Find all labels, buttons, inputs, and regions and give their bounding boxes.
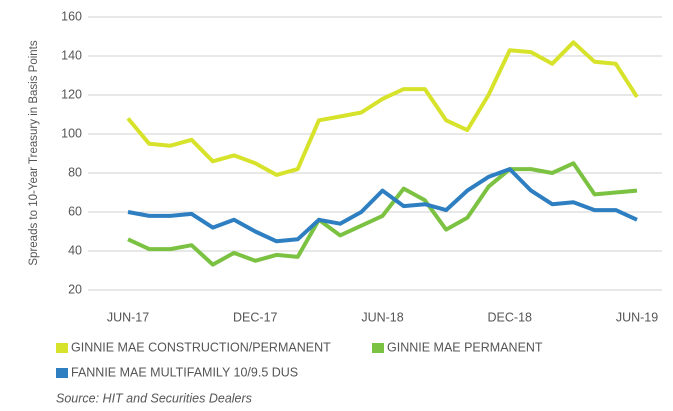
y-tick-label: 40 — [68, 243, 82, 257]
x-tick-label: DEC-17 — [233, 310, 278, 324]
y-tick-label: 100 — [61, 126, 82, 140]
x-tick-label: JUN-17 — [107, 310, 149, 324]
y-tick-label: 140 — [61, 48, 82, 62]
legend-swatch — [56, 343, 68, 353]
legend-swatch — [56, 368, 68, 378]
x-tick-label: JUN-19 — [616, 310, 658, 324]
y-tick-label: 120 — [61, 87, 82, 101]
series-line — [126, 40, 639, 177]
y-tick-label: 160 — [61, 9, 82, 23]
y-axis-label: Spreads to 10-Year Treasury in Basis Poi… — [28, 40, 40, 265]
y-tick-label: 80 — [68, 165, 82, 179]
source: Source: HIT and Securities Dealers — [56, 391, 252, 405]
series-line — [127, 167, 638, 244]
legend-label: GINNIE MAE PERMANENT — [387, 340, 543, 354]
y-tick-label: 20 — [68, 282, 82, 296]
series-line — [127, 161, 638, 267]
x-tick-label: JUN-18 — [361, 310, 403, 324]
legend-label: FANNIE MAE MULTIFAMILY 10/9.5 DUS — [71, 365, 298, 379]
x-tick-label: DEC-18 — [488, 310, 533, 324]
legend-swatch — [372, 343, 384, 353]
y-tick-label: 60 — [68, 204, 82, 218]
legend-label: GINNIE MAE CONSTRUCTION/PERMANENT — [71, 340, 331, 354]
